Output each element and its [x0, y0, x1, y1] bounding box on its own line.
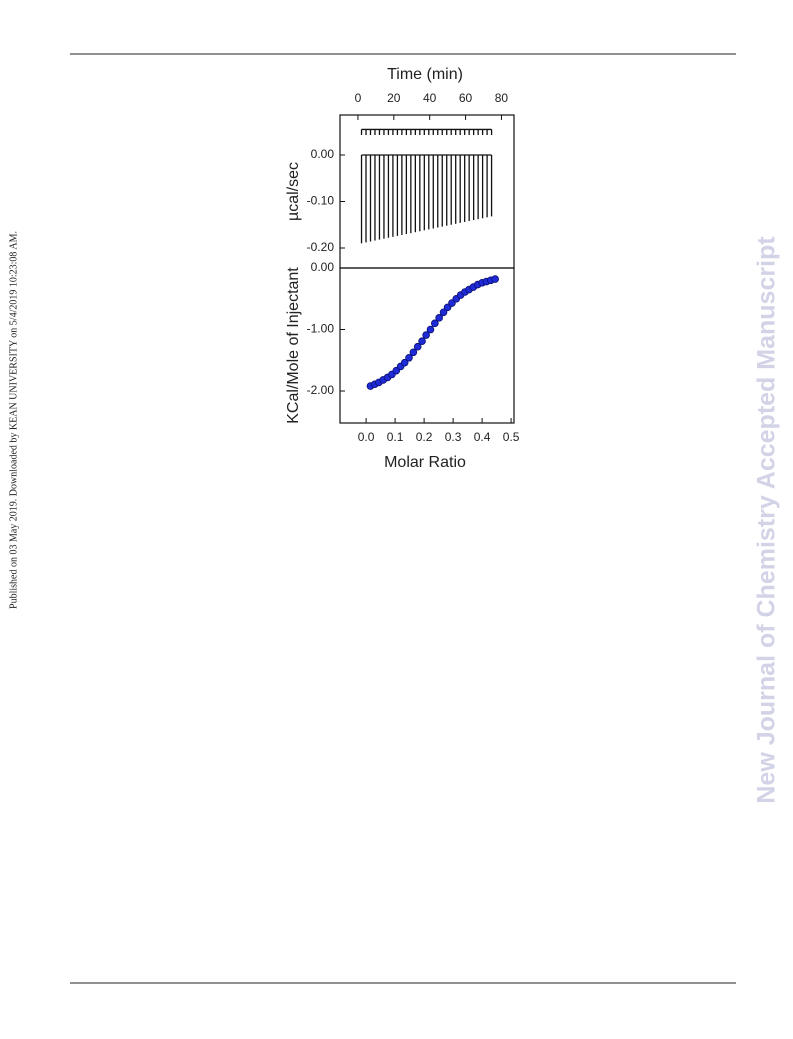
- data-point: [400, 358, 409, 367]
- x-axis-label: Molar Ratio: [384, 454, 466, 471]
- data-point: [491, 275, 499, 283]
- data-point: [413, 342, 422, 351]
- fit-line: [370, 278, 496, 387]
- x-tick-label: 60: [459, 91, 473, 105]
- x-tick-label: 0.1: [387, 430, 404, 444]
- y-tick-label: 0.00: [311, 260, 335, 274]
- x-tick-label: 0.5: [503, 430, 520, 444]
- data-point: [439, 308, 448, 317]
- y-tick-label: -1.00: [307, 322, 335, 336]
- data-point: [426, 325, 435, 334]
- x-tick-label: 0.4: [474, 430, 491, 444]
- x-tick-label: 40: [423, 91, 437, 105]
- y-axis-label: µcal/sec: [285, 162, 302, 221]
- data-point: [422, 331, 430, 339]
- data-point: [418, 337, 426, 345]
- y-axis-label: KCal/Mole of Injectant: [285, 267, 302, 424]
- y-tick-label: -0.20: [307, 240, 335, 254]
- x-tick-label: 0.3: [445, 430, 462, 444]
- y-tick-label: -0.10: [307, 194, 335, 208]
- y-tick-label: -2.00: [307, 383, 335, 397]
- y-tick-label: 0.00: [311, 147, 335, 161]
- watermark: New Journal of Chemistry Accepted Manusc…: [753, 236, 781, 804]
- data-point: [405, 354, 413, 362]
- x-tick-label: 20: [387, 91, 401, 105]
- plot-frame: [339, 267, 515, 424]
- data-point: [435, 314, 443, 322]
- x-tick-label: 80: [495, 91, 509, 105]
- side-note: Published on 03 May 2019. Downloaded by …: [8, 231, 19, 609]
- data-point: [409, 348, 418, 357]
- data-point: [431, 319, 439, 328]
- x-tick-label: 0: [355, 91, 362, 105]
- x-tick-label: 0.2: [416, 430, 433, 444]
- x-tick-label: 0.0: [358, 430, 375, 444]
- x-axis-label: Time (min): [387, 66, 463, 83]
